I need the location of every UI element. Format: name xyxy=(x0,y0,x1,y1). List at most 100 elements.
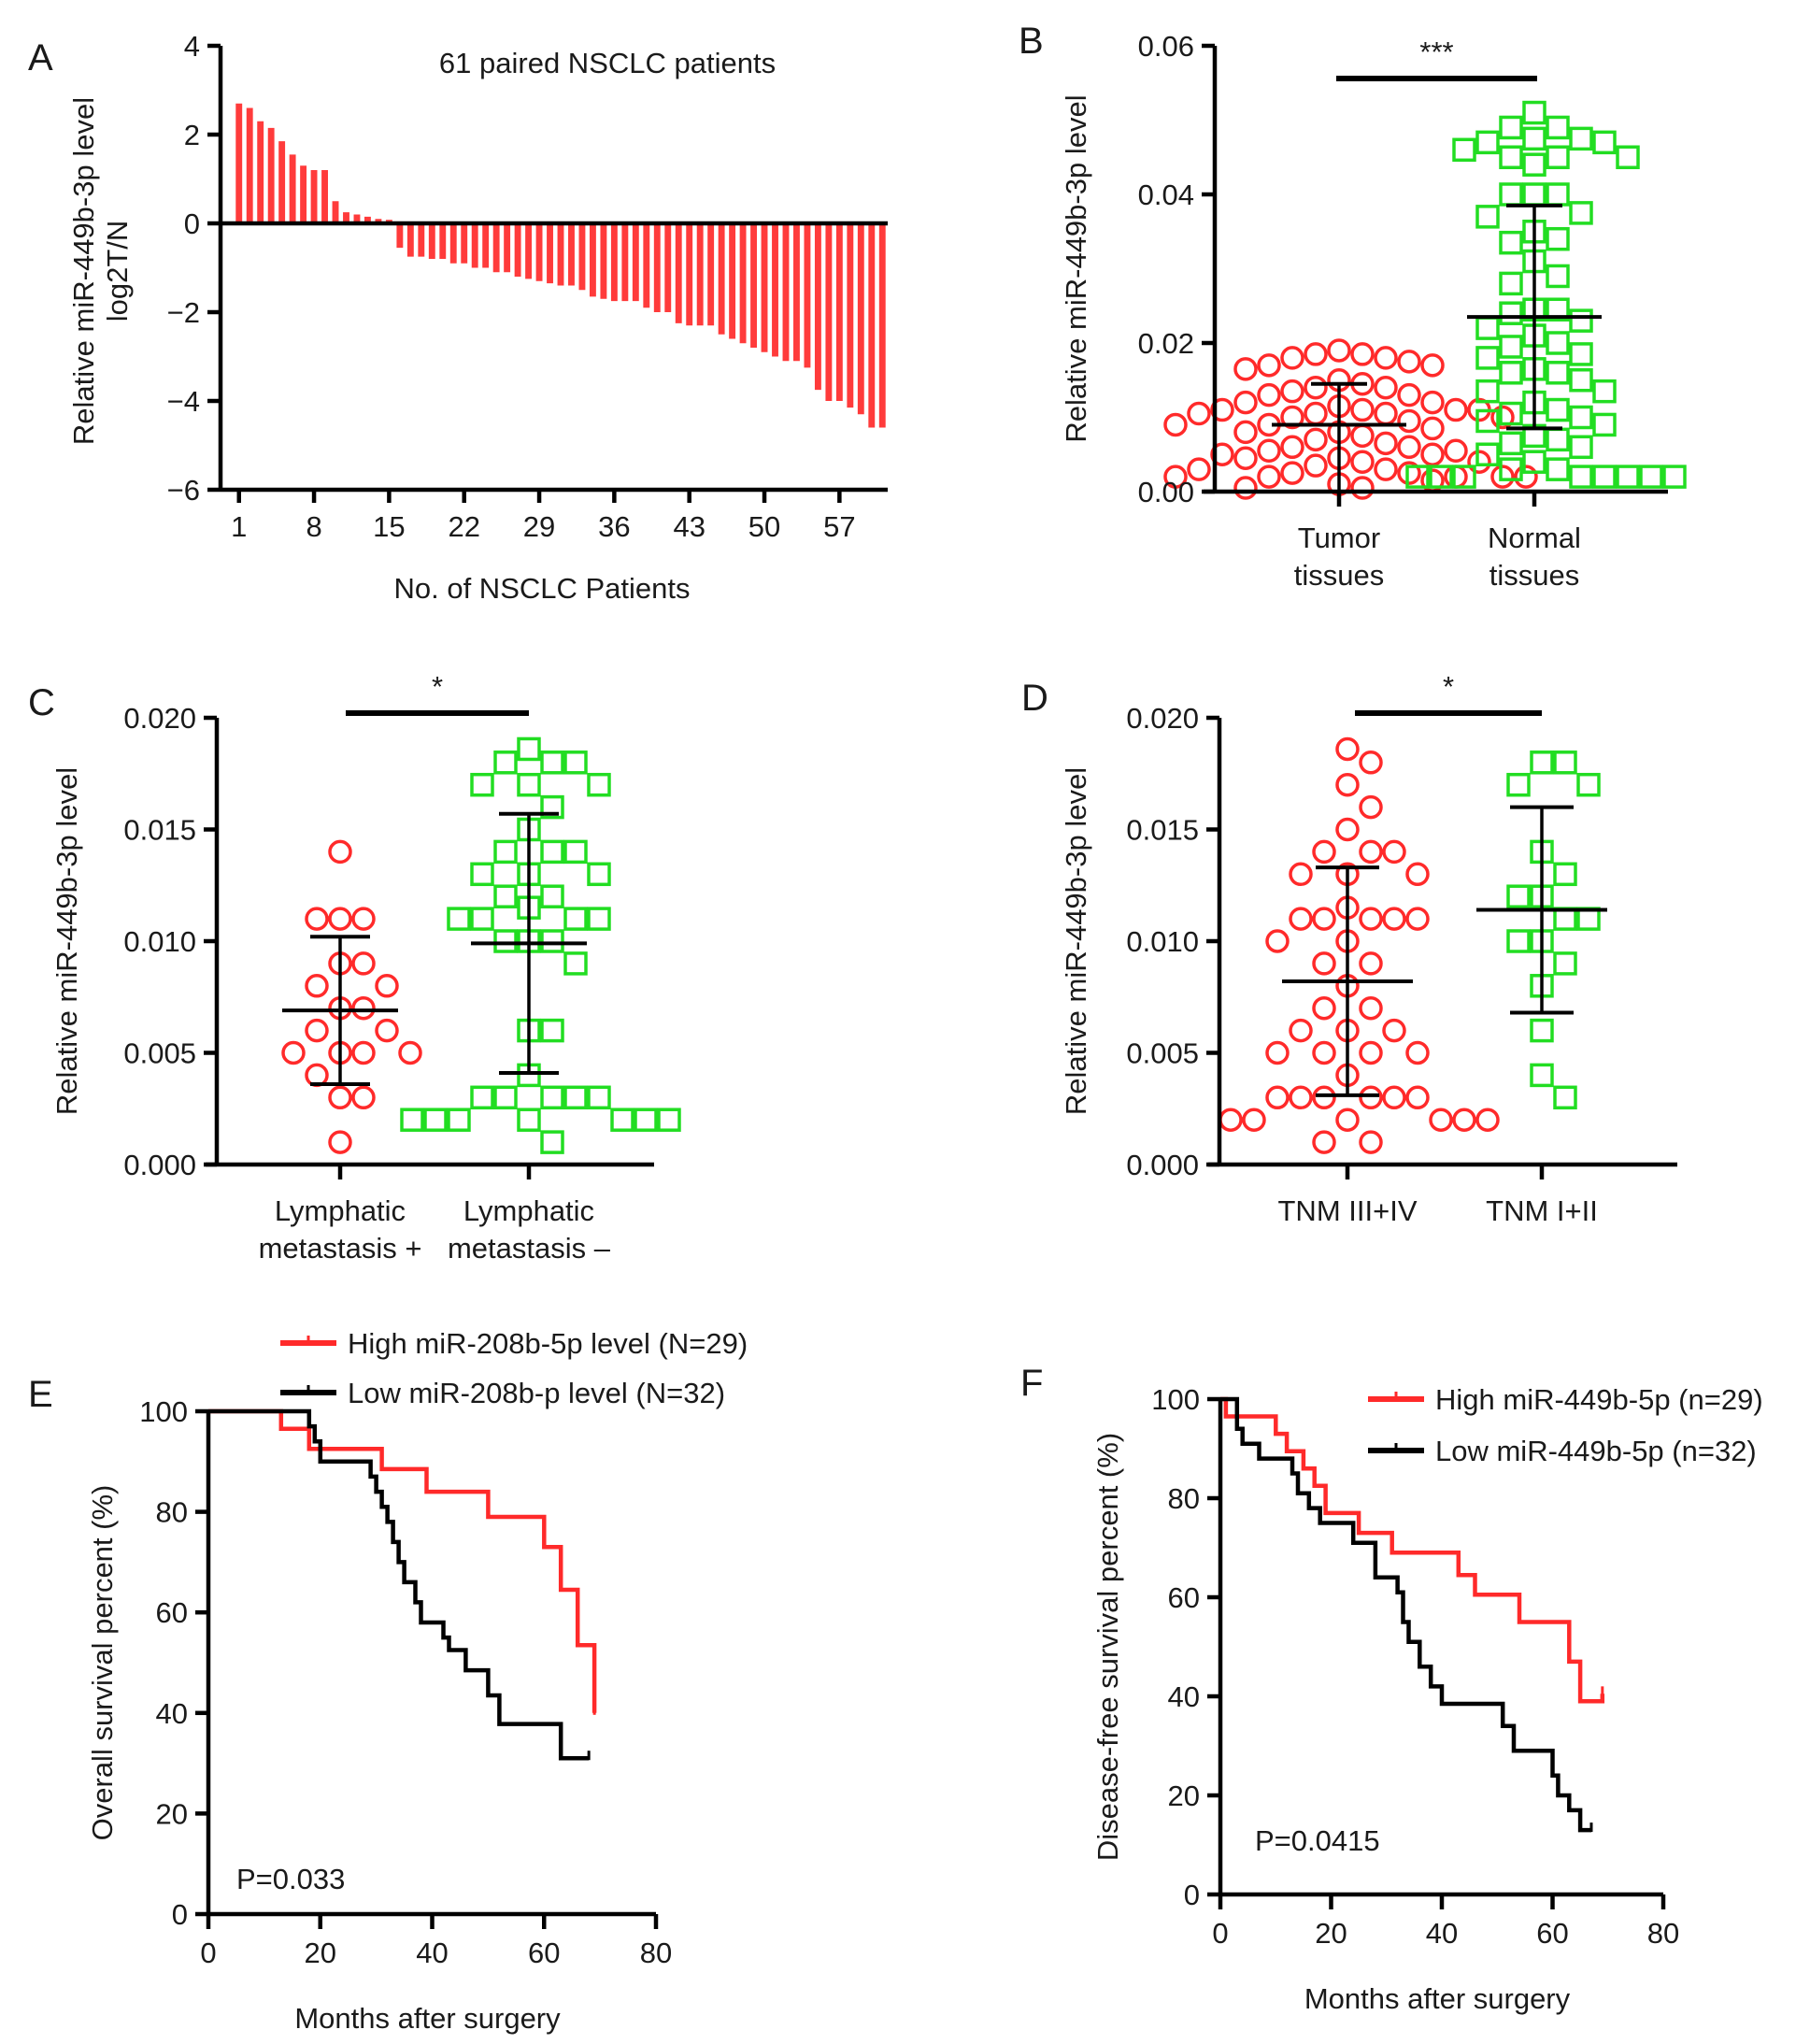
bar xyxy=(675,223,682,323)
data-point-square xyxy=(1405,465,1430,489)
data-point-square xyxy=(1553,951,1577,976)
data-point-circle xyxy=(1350,342,1375,366)
data-point-square xyxy=(1475,379,1500,404)
data-point-square xyxy=(634,1108,658,1132)
data-point-circle xyxy=(1490,465,1515,489)
data-point-circle xyxy=(1382,907,1406,931)
bar xyxy=(535,223,543,281)
x-tick-label: 80 xyxy=(640,1937,672,1969)
data-point-square xyxy=(470,772,494,797)
data-point-square xyxy=(1530,1018,1554,1043)
y-tick-label: 0.015 xyxy=(123,814,196,847)
y-tick-label: 80 xyxy=(156,1496,188,1529)
y-axis-title: Relative miR-449b-3p level xyxy=(1060,767,1092,1115)
y-axis-title: Disease-free survival percent (%) xyxy=(1091,1433,1124,1861)
data-point-circle xyxy=(1514,465,1538,489)
bar xyxy=(578,223,586,291)
bar xyxy=(396,223,404,249)
bar xyxy=(621,223,629,302)
panel-e-survival-curve: E High miR-208b-5p level (N=29) Low miR-20… xyxy=(28,1327,748,2035)
data-point-square xyxy=(1662,465,1687,489)
data-point-circle xyxy=(1350,423,1375,449)
data-point-square xyxy=(470,862,494,887)
data-point-circle xyxy=(1374,457,1398,481)
bar xyxy=(857,223,864,415)
data-point-square xyxy=(1522,126,1546,151)
x-tick-label: 0 xyxy=(1212,1917,1228,1950)
bar xyxy=(492,223,500,273)
y-axis-title-line-2: log2T/N xyxy=(101,221,134,322)
data-point-circle xyxy=(1327,338,1351,363)
data-point-square xyxy=(1499,431,1523,456)
panel-c-scatter-plot: C Lymphatic metastasis + Lymphatic metastasi… xyxy=(28,670,681,1265)
data-point-square xyxy=(1452,137,1476,163)
data-point-square xyxy=(1475,316,1500,340)
data-point-square xyxy=(1522,182,1546,207)
panel-b-scatter-plot: B Tumor tissues Normal tissues 0.00 0.02 0.04 0.… xyxy=(1019,21,1687,592)
data-point-square xyxy=(1499,401,1523,426)
data-point-circle xyxy=(1359,750,1383,775)
bar xyxy=(235,103,243,223)
data-point-square xyxy=(1616,145,1640,169)
data-point-square xyxy=(540,1018,564,1043)
data-point-square xyxy=(563,951,588,976)
y-tick-label: 100 xyxy=(139,1395,188,1428)
y-axis-title: Relative miR-449b-3p level xyxy=(50,767,83,1115)
x-axis-title: Months after surgery xyxy=(1304,1982,1571,2015)
data-point-circle xyxy=(1312,1040,1336,1065)
x-tick-label: 43 xyxy=(673,510,705,543)
data-point-circle xyxy=(1289,862,1313,887)
x-tick-label: 29 xyxy=(523,510,555,543)
bar xyxy=(835,223,843,401)
significance-marker: *** xyxy=(1419,36,1453,68)
data-point-square xyxy=(1569,342,1593,366)
data-point-circle xyxy=(1233,476,1258,500)
data-point-square xyxy=(1522,152,1546,177)
legend-label: High miR-208b-5p level (N=29) xyxy=(348,1327,748,1360)
p-value-annotation: P=0.033 xyxy=(236,1863,345,1895)
data-point-square xyxy=(563,1085,588,1110)
data-point-square xyxy=(1546,331,1570,355)
data-point-circle xyxy=(1335,1108,1360,1132)
data-point-square xyxy=(540,839,564,865)
x-tick-label: 40 xyxy=(1426,1917,1458,1950)
x-tick-label: 20 xyxy=(1315,1917,1347,1950)
y-tick-label: 0.06 xyxy=(1138,30,1194,63)
data-point-square xyxy=(1499,301,1523,325)
x-tick-label: 1 xyxy=(231,510,247,543)
x-tick-label: 15 xyxy=(373,510,405,543)
bar xyxy=(428,223,435,259)
data-point-square xyxy=(423,1108,448,1132)
data-point-square xyxy=(1499,335,1523,359)
data-point-circle xyxy=(351,995,376,1021)
bar xyxy=(278,141,286,223)
data-point-square xyxy=(447,1108,471,1132)
y-tick-label: 0.000 xyxy=(1126,1149,1199,1181)
x-tick-label: 50 xyxy=(748,510,780,543)
data-point-circle xyxy=(1420,442,1445,466)
data-point-circle xyxy=(1359,839,1383,865)
bar xyxy=(514,223,521,277)
data-point-circle xyxy=(1374,401,1398,426)
x-category-label: Normal xyxy=(1488,522,1581,554)
bar xyxy=(547,223,553,284)
panel-label-e: E xyxy=(28,1374,53,1415)
bar xyxy=(482,223,490,268)
x-tick-label: 60 xyxy=(528,1937,560,1969)
y-tick-label: 0.005 xyxy=(123,1037,196,1070)
bar xyxy=(729,223,736,339)
data-point-square xyxy=(1499,457,1523,481)
data-point-circle xyxy=(1257,382,1281,407)
significance-marker: * xyxy=(1443,670,1454,703)
y-tick-label: 0.020 xyxy=(1126,702,1199,735)
significance-marker: * xyxy=(432,670,443,703)
data-point-circle xyxy=(1374,346,1398,370)
data-point-square xyxy=(493,1085,518,1110)
data-point-circle xyxy=(1265,1040,1290,1065)
data-point-circle xyxy=(1280,379,1304,404)
data-point-square xyxy=(493,839,518,865)
data-point-square xyxy=(1522,450,1546,474)
bar xyxy=(364,216,371,223)
data-point-circle xyxy=(1233,420,1258,445)
data-point-circle xyxy=(305,907,329,931)
